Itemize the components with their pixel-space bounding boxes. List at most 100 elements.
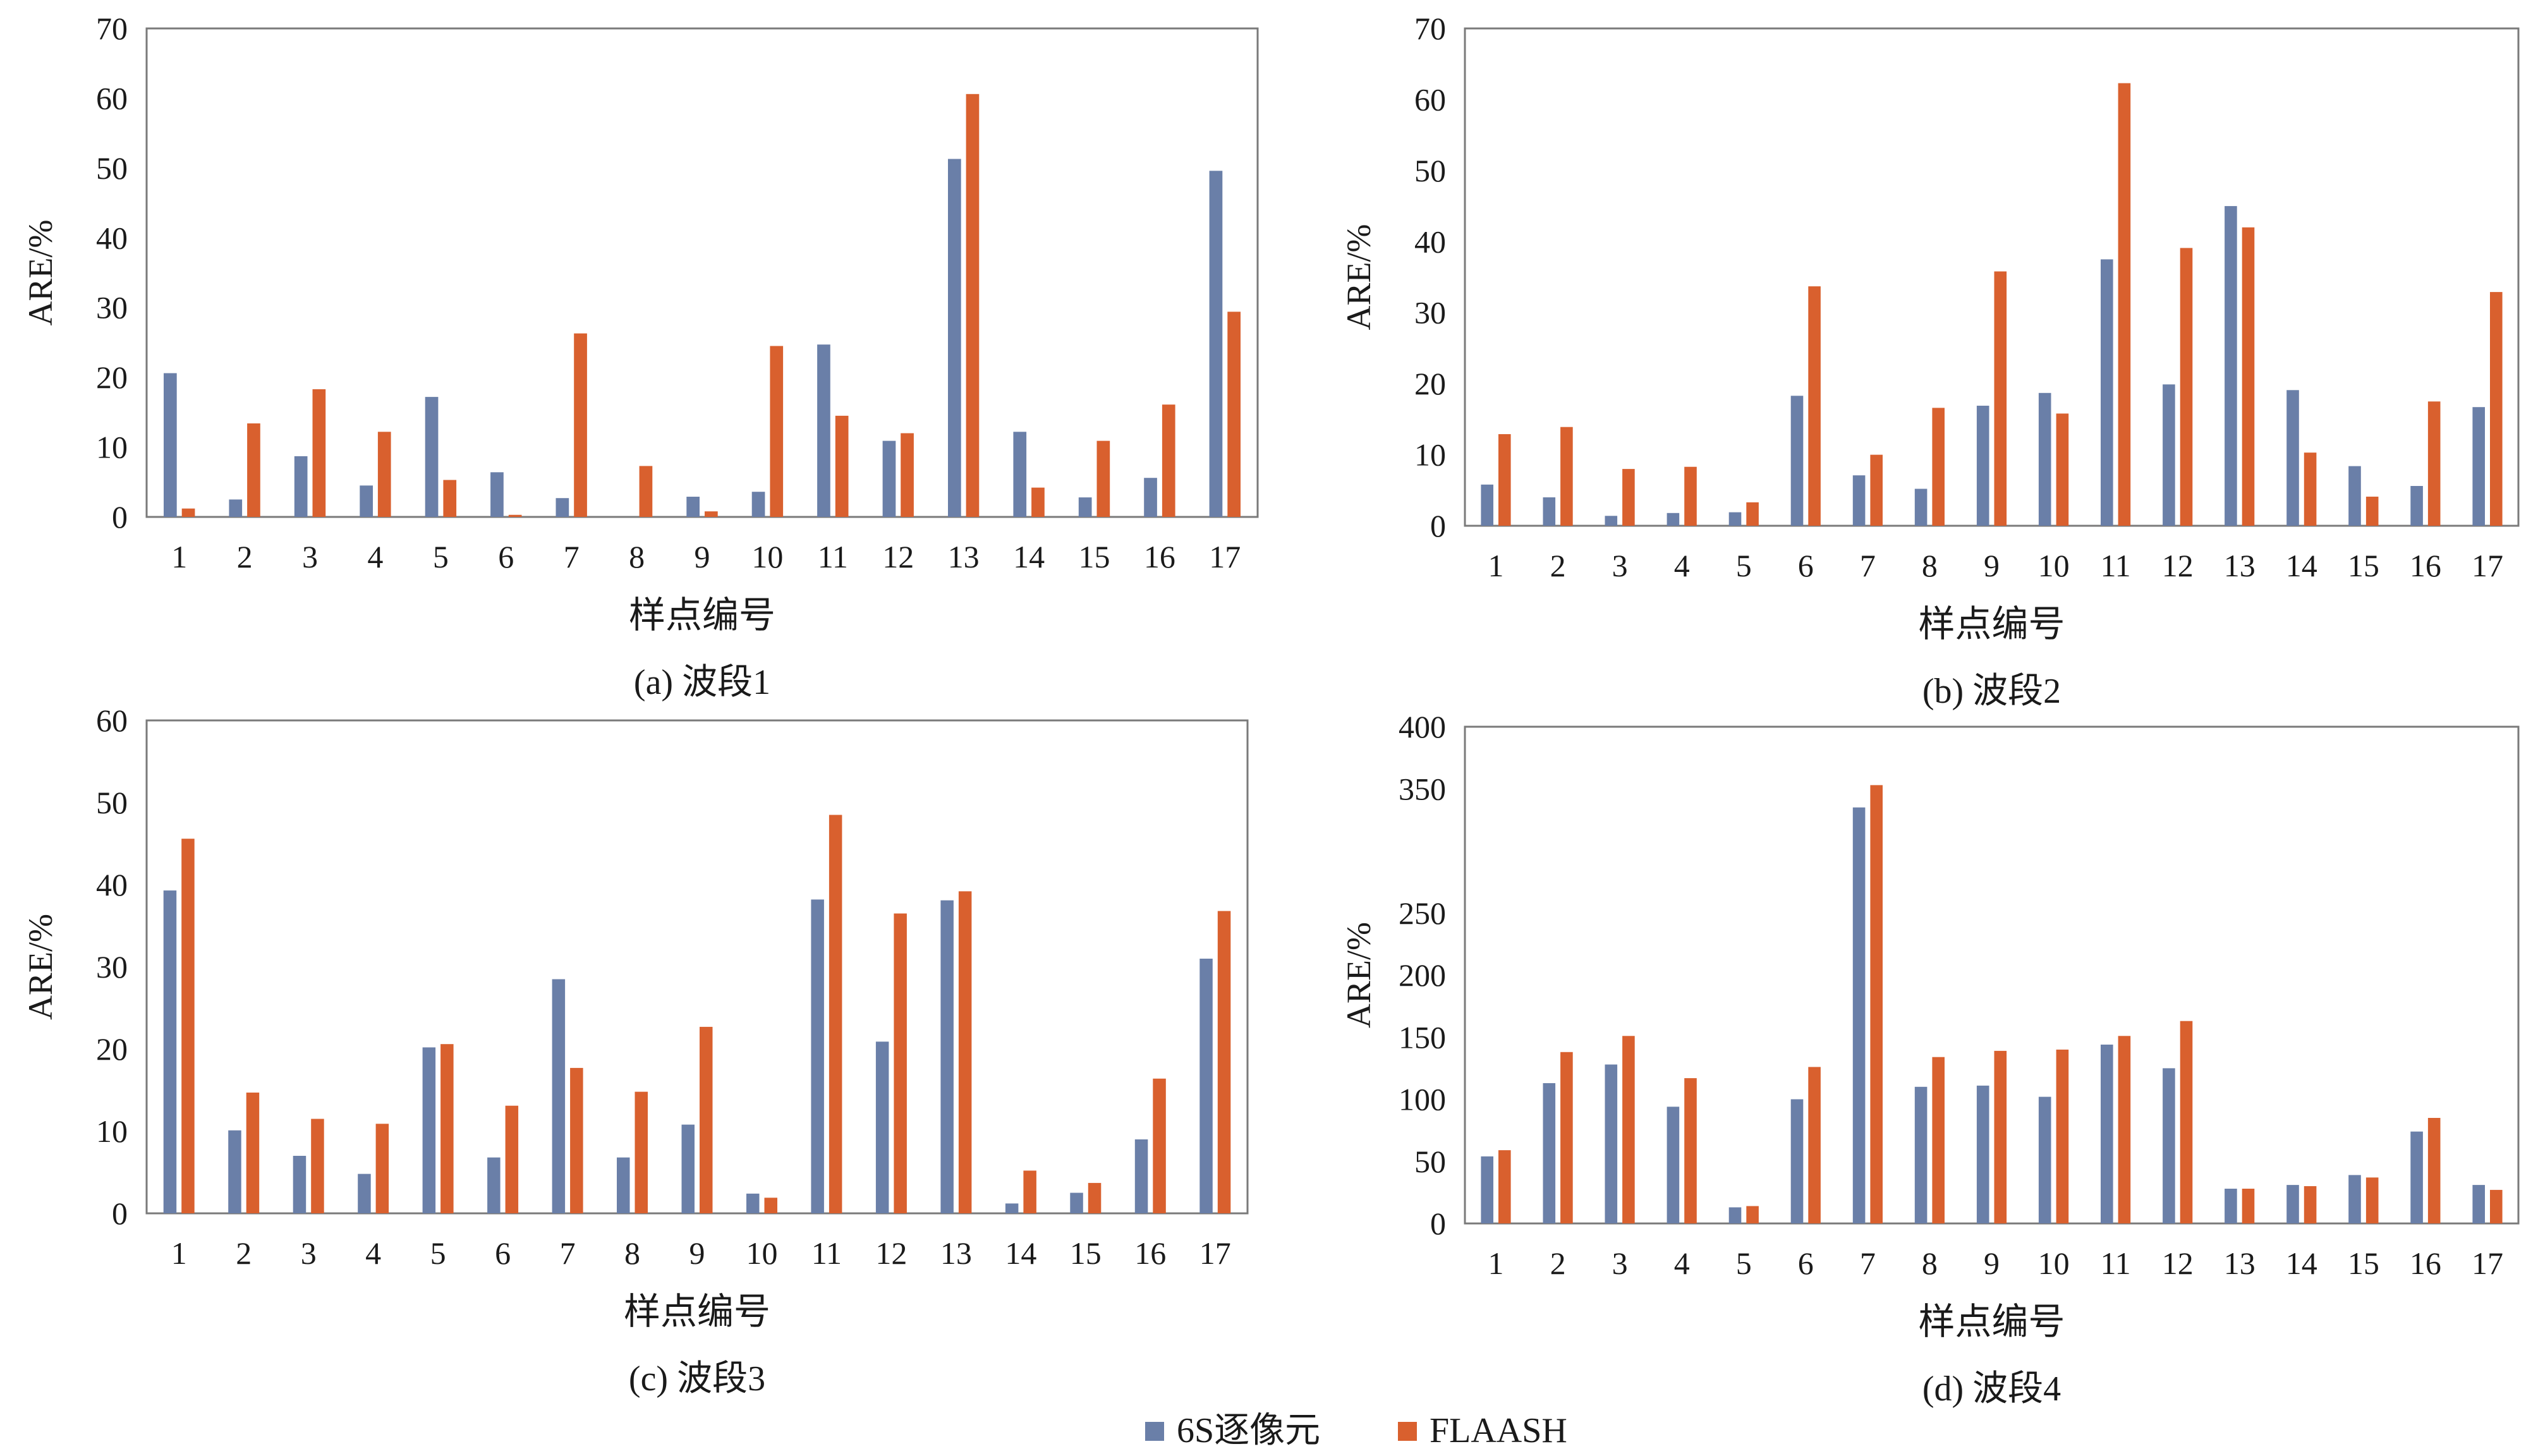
- bar-flaash-6: [508, 514, 522, 517]
- bar-flaash-8: [1932, 1057, 1945, 1223]
- bar-flaash-9: [1994, 1050, 2007, 1223]
- bar-flaash-14: [2304, 1186, 2317, 1223]
- bar-6s-5: [422, 1047, 436, 1213]
- y-tick-label: 50: [1414, 1144, 1446, 1179]
- bar-flaash-15: [2365, 496, 2379, 526]
- plot-frame: [1464, 725, 2520, 1225]
- panel-caption: (d) 波段4: [1922, 1369, 2061, 1409]
- x-tick-label: 2: [237, 539, 253, 574]
- x-tick-label: 16: [2410, 1246, 2441, 1281]
- y-tick-label: 70: [1414, 11, 1446, 46]
- bar-flaash-11: [2118, 83, 2131, 526]
- x-tick-label: 8: [624, 1235, 640, 1271]
- bar-6s-13: [2225, 206, 2237, 526]
- bar-flaash-12: [901, 433, 914, 517]
- x-tick-label: 17: [2472, 548, 2503, 583]
- x-tick-label: 9: [695, 539, 710, 574]
- bar-6s-14: [1005, 1203, 1019, 1213]
- x-tick-label: 6: [495, 1235, 511, 1271]
- bar-6s-12: [882, 440, 896, 517]
- bar-flaash-8: [634, 1091, 648, 1213]
- bar-flaash-2: [1560, 1052, 1573, 1223]
- x-tick-label: 14: [1005, 1235, 1036, 1271]
- x-tick-label: 16: [1144, 539, 1175, 574]
- x-tick-label: 6: [1798, 548, 1814, 583]
- x-tick-label: 7: [564, 539, 580, 574]
- x-tick-label: 3: [301, 1235, 317, 1271]
- bar-flaash-13: [2242, 227, 2255, 526]
- y-tick-label: 250: [1399, 895, 1446, 931]
- x-tick-label: 10: [2038, 548, 2070, 583]
- y-tick-label: 10: [96, 1113, 128, 1149]
- bar-flaash-5: [1746, 1206, 1759, 1223]
- x-tick-label: 3: [302, 539, 318, 574]
- bar-flaash-10: [2056, 413, 2069, 526]
- bar-6s-4: [1667, 1107, 1680, 1223]
- x-tick-label: 9: [1984, 1246, 2000, 1281]
- x-tick-label: 12: [882, 539, 914, 574]
- bar-flaash-15: [1096, 440, 1110, 517]
- x-tick-labels: 1 2 3 4 5 6 7 8 9 10 11 12 13 14 15 16 17: [1488, 548, 2504, 583]
- plot-frame: [145, 27, 1259, 518]
- x-tick-label: 15: [1079, 539, 1110, 574]
- bar-flaash-9: [1994, 271, 2007, 526]
- bar-flaash-9: [705, 511, 718, 517]
- y-tick-label: 10: [96, 430, 128, 465]
- legend: 6S逐像元 FLAASH: [1145, 1411, 1567, 1450]
- bar-flaash-17: [2490, 292, 2503, 526]
- x-tick-label: 2: [236, 1235, 252, 1271]
- y-tick-labels: 0 50 100 150 200 250 350 400: [1399, 709, 1446, 1241]
- bar-6s-13: [948, 159, 961, 517]
- x-tick-label: 16: [1134, 1235, 1166, 1271]
- bar-6s-10: [746, 1193, 760, 1213]
- bar-flaash-12: [894, 913, 907, 1213]
- panel-caption: (b) 波段2: [1922, 672, 2061, 711]
- bar-flaash-16: [2427, 401, 2441, 526]
- bar-flaash-13: [958, 891, 972, 1213]
- bar-flaash-12: [2180, 248, 2193, 526]
- x-tick-label: 12: [2162, 548, 2194, 583]
- bar-6s-15: [1070, 1192, 1083, 1213]
- x-tick-label: 15: [1070, 1235, 1102, 1271]
- bar-group: [164, 94, 1241, 518]
- y-tick-label: 40: [96, 867, 128, 902]
- x-tick-label: 1: [1488, 548, 1504, 583]
- y-tick-label: 40: [1414, 224, 1446, 259]
- y-axis-label: ARE/%: [1340, 224, 1378, 331]
- bar-group: [163, 815, 1231, 1213]
- y-tick-label: 30: [96, 949, 128, 985]
- y-tick-label: 0: [1430, 1206, 1446, 1241]
- bar-6s-9: [1976, 1085, 1989, 1223]
- bar-6s-16: [1144, 478, 1157, 517]
- x-tick-label: 11: [2101, 1246, 2131, 1281]
- x-tick-label: 11: [2101, 548, 2131, 583]
- x-tick-label: 1: [1488, 1246, 1504, 1281]
- bar-6s-14: [2286, 1185, 2299, 1223]
- x-tick-label: 17: [2472, 1246, 2503, 1281]
- bar-flaash-10: [764, 1198, 777, 1213]
- bar-6s-11: [2101, 259, 2113, 526]
- x-tick-label: 13: [940, 1235, 972, 1271]
- bar-6s-11: [2101, 1045, 2113, 1223]
- bar-flaash-17: [2490, 1189, 2503, 1223]
- x-tick-label: 5: [1736, 548, 1752, 583]
- x-tick-label: 14: [2286, 548, 2317, 583]
- bar-6s-7: [1852, 475, 1866, 526]
- x-tick-label: 15: [2348, 548, 2379, 583]
- bar-6s-7: [1852, 807, 1866, 1223]
- y-tick-label: 70: [96, 11, 128, 46]
- bar-flaash-3: [1622, 469, 1635, 526]
- bar-6s-6: [487, 1157, 501, 1213]
- bar-6s-2: [228, 1130, 241, 1213]
- y-tick-labels: 0 10 20 30 40 50 60: [96, 703, 128, 1231]
- bar-flaash-11: [829, 815, 842, 1213]
- bar-6s-12: [2163, 384, 2175, 526]
- bar-6s-13: [940, 900, 954, 1213]
- bar-6s-3: [293, 1156, 307, 1213]
- y-axis-label: ARE/%: [21, 914, 59, 1020]
- bar-flaash-1: [1498, 1150, 1511, 1223]
- x-tick-label: 16: [2410, 548, 2441, 583]
- bar-6s-3: [1605, 516, 1618, 526]
- x-tick-label: 14: [2286, 1246, 2317, 1281]
